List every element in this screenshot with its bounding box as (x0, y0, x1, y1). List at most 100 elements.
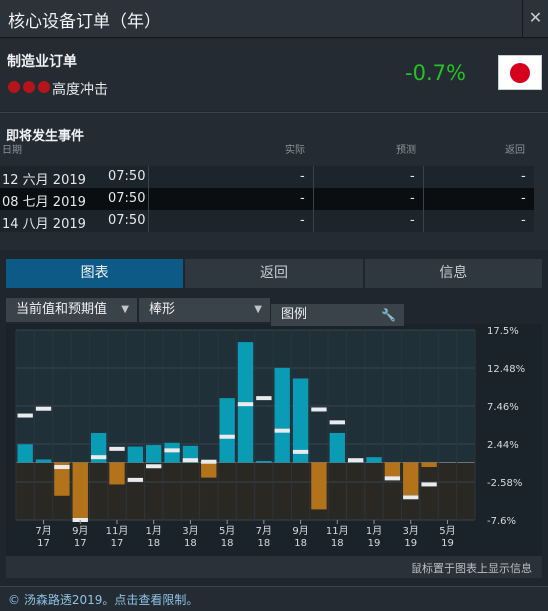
event-revised: - (521, 191, 526, 206)
chevron-down-icon: ▼ (254, 304, 262, 315)
expected-marker (403, 495, 419, 500)
x-tick-month: 9月 (292, 525, 308, 537)
close-icon[interactable]: ✕ (522, 0, 548, 38)
expected-marker (182, 458, 199, 463)
event-time: 07:50 (108, 213, 146, 228)
x-tick-year: 17 (74, 538, 87, 549)
event-time: 07:50 (108, 169, 146, 184)
expected-marker (109, 446, 125, 451)
expected-marker (17, 413, 33, 418)
event-actual: - (300, 213, 305, 228)
chart-bar (35, 459, 52, 463)
series-select[interactable]: 当前值和预期值 ▼ (6, 298, 137, 322)
y-tick-label: -2.58% (487, 478, 522, 489)
impact-dot (23, 81, 35, 93)
x-tick-year: 18 (221, 538, 234, 549)
chart-footer: 鼠标置于图表上显示信息 (6, 556, 542, 578)
tab-bar: 图表 返回 信息 (6, 259, 542, 288)
x-tick-year: 19 (404, 538, 417, 549)
y-tick-label: 12.48% (487, 364, 525, 375)
chart-bar (384, 462, 401, 478)
chart-bar (421, 462, 437, 468)
expected-marker (274, 428, 290, 433)
series-select-value: 当前值和预期值 (16, 302, 108, 317)
impact-dot (8, 81, 20, 93)
x-tick-year: 18 (184, 538, 197, 549)
impact-dots (8, 81, 50, 93)
japan-flag-icon (498, 55, 542, 90)
x-tick-year: 18 (294, 538, 307, 549)
event-time: 07:50 (108, 191, 146, 206)
chart-bar (54, 462, 70, 496)
x-tick-month: 5月 (219, 525, 235, 537)
expected-marker (54, 465, 70, 470)
tab-info[interactable]: 信息 (364, 259, 542, 288)
expected-marker (237, 402, 254, 407)
expected-marker (146, 464, 162, 469)
title-bar: 核心设备订单（年） ✕ (0, 0, 548, 38)
wrench-icon: 🔧 (381, 308, 396, 322)
change-value: -0.7% (405, 61, 466, 85)
x-tick-year: 18 (147, 538, 160, 549)
x-tick-month: 9月 (72, 525, 88, 537)
col-revised: 返回 (505, 145, 525, 156)
chart-bar (219, 398, 235, 463)
event-row[interactable]: 12 六月 2019 07:50 - - - (0, 166, 534, 188)
y-tick-label: -7.6% (487, 516, 516, 527)
chart-bar (274, 367, 290, 463)
chart-bar (201, 462, 217, 478)
chart-area[interactable]: 17.5% 12.48% 7.46% 2.44% -2.58% -7.6% 7月 17 9月 17… (6, 324, 542, 578)
chart-bar (329, 432, 345, 463)
x-tick-month: 7月 (35, 525, 51, 537)
chart-bar (17, 444, 33, 463)
chart-bar (311, 462, 327, 510)
expected-marker (347, 458, 364, 463)
copyright-link[interactable]: © 汤森路透2019。点击查看限制。 (8, 593, 199, 607)
x-tick-year: 17 (111, 538, 124, 549)
event-row[interactable]: 08 七月 2019 07:50 - - - (0, 188, 534, 210)
y-tick-label: 2.44% (487, 440, 519, 451)
event-forecast: - (410, 169, 415, 184)
x-tick-month: 1月 (366, 525, 382, 537)
event-date: 14 八月 2019 (2, 217, 86, 232)
chart-bar (146, 445, 162, 463)
event-row[interactable]: 14 八月 2019 07:50 - - - (0, 210, 534, 232)
x-tick-month: 3月 (403, 525, 419, 537)
x-tick-month: 7月 (256, 525, 272, 537)
expected-marker (256, 396, 272, 401)
tab-chart[interactable]: 图表 (6, 259, 184, 288)
chart-hint: 鼠标置于图表上显示信息 (411, 562, 532, 575)
event-forecast: - (410, 191, 415, 206)
expected-marker (329, 420, 345, 425)
event-revised: - (521, 213, 526, 228)
chart-svg[interactable]: 17.5%12.48%7.46%2.44%-2.58%-7.6%7月179月17… (6, 324, 542, 556)
chart-bar (256, 460, 272, 463)
chart-bar (109, 462, 125, 485)
chart-type-select[interactable]: 棒形 ▼ (139, 298, 270, 322)
chart-bar (164, 442, 180, 463)
impact-label: 高度冲击 (52, 82, 108, 98)
chart-bar (72, 462, 88, 520)
expected-marker (90, 455, 107, 460)
expected-marker (421, 482, 437, 487)
chart-type-value: 棒形 (149, 302, 176, 317)
y-tick-label: 17.5% (487, 326, 519, 337)
chart-bar (292, 378, 309, 463)
chart-bar (403, 462, 419, 496)
legend-button-label: 图例 (281, 307, 308, 322)
event-date: 08 七月 2019 (2, 195, 86, 210)
y-tick-label: 7.46% (487, 402, 519, 413)
expected-marker (384, 476, 401, 481)
chart-bar (127, 446, 144, 463)
expected-marker (219, 434, 235, 439)
impact-dot (38, 81, 50, 93)
x-tick-month: 5月 (439, 525, 455, 537)
legend-button[interactable]: 图例 🔧 (271, 304, 404, 326)
event-forecast: - (410, 213, 415, 228)
x-tick-year: 17 (37, 538, 50, 549)
expected-marker (201, 459, 217, 464)
expected-marker (35, 406, 52, 411)
expected-marker (164, 448, 180, 453)
upcoming-events: 即将发生事件 日期 实际 预测 返回 12 六月 2019 07:50 - - … (0, 112, 548, 250)
tab-revisions[interactable]: 返回 (185, 259, 363, 288)
